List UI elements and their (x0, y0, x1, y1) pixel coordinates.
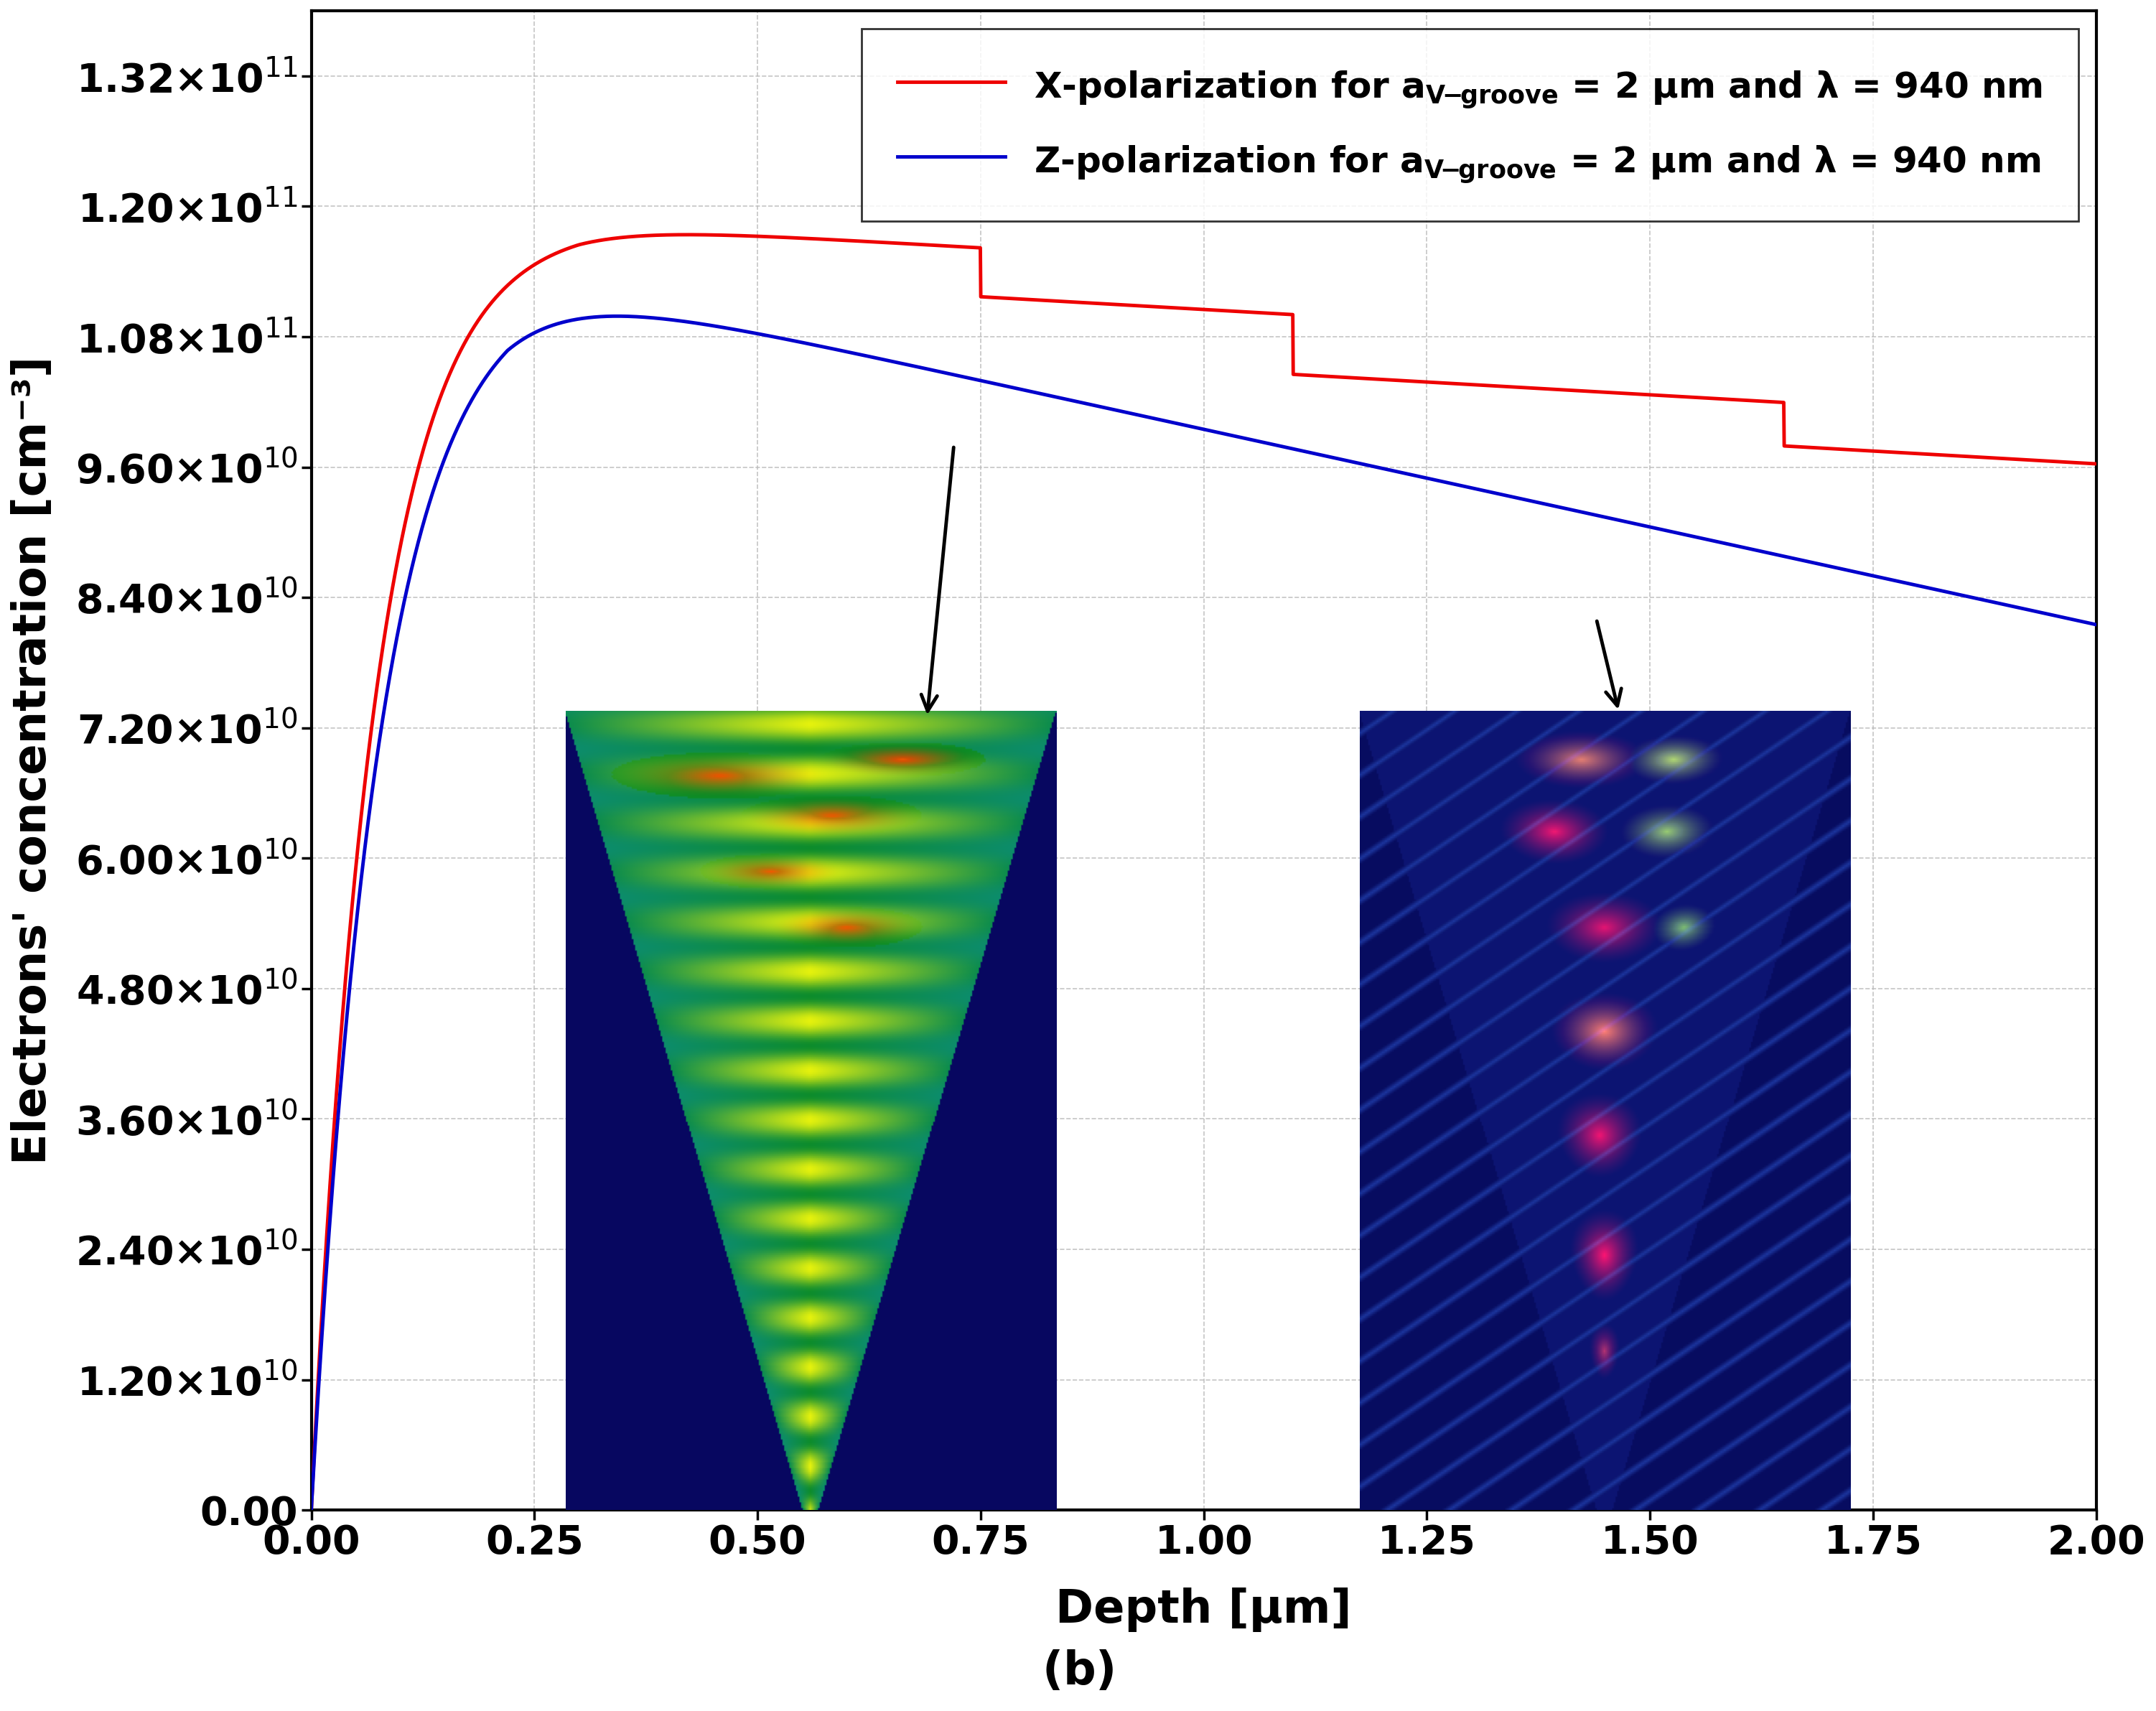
Y-axis label: Electrons' concentration [cm⁻³]: Electrons' concentration [cm⁻³] (11, 356, 56, 1165)
Legend: X-polarization for a$_{\mathregular{V\!\!-\!\!groove}}$ = 2 μm and λ = 940 nm, Z: X-polarization for a$_{\mathregular{V\!\… (862, 29, 2078, 221)
Text: $\mathbf{(b)}$: $\mathbf{(b)}$ (1041, 1649, 1115, 1694)
X-axis label: Depth [μm]: Depth [μm] (1056, 1588, 1352, 1632)
